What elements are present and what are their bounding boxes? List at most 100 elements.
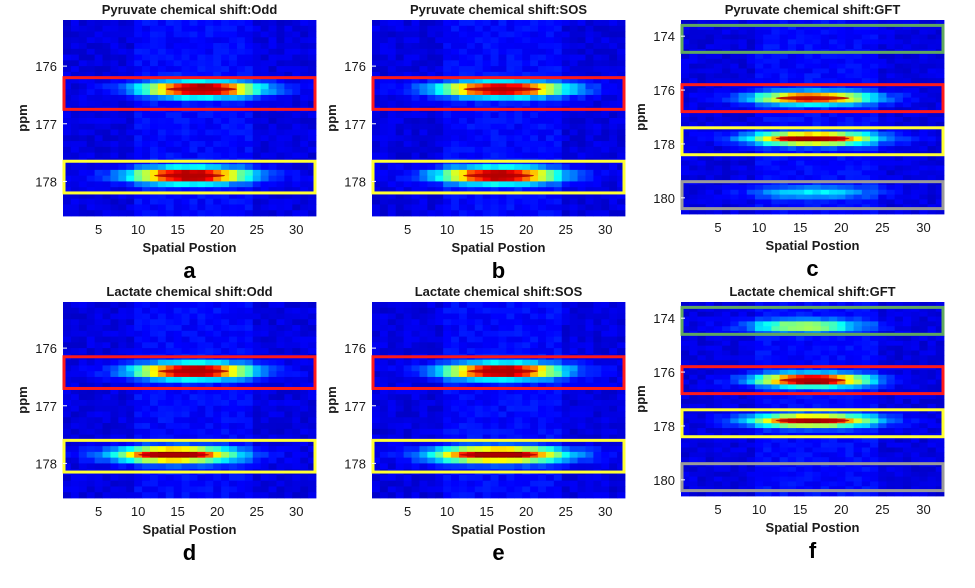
heatmap-cell xyxy=(403,359,412,366)
heatmap-cell xyxy=(730,194,739,200)
heatmap-cell xyxy=(70,129,80,136)
heatmap-cell xyxy=(213,348,222,355)
heatmap-cell xyxy=(561,164,571,171)
heatmap-cell xyxy=(617,94,626,102)
heatmap-cell xyxy=(569,20,578,27)
heatmap-cell xyxy=(94,175,103,182)
heatmap-cell xyxy=(157,307,167,314)
heatmap-cell xyxy=(63,451,72,459)
heatmap-cell xyxy=(763,141,772,147)
heatmap-cell xyxy=(451,31,460,38)
heatmap-cell xyxy=(681,170,690,176)
heatmap-cell xyxy=(260,164,269,171)
heatmap-cell xyxy=(308,77,317,84)
heatmap-cell xyxy=(78,342,88,349)
heatmap-cell xyxy=(861,184,871,191)
heatmap-cell xyxy=(927,204,937,210)
heatmap-cell xyxy=(530,325,539,332)
heatmap-cell xyxy=(853,87,863,94)
heatmap-cell xyxy=(197,100,206,107)
heatmap-cell xyxy=(86,382,96,389)
heatmap-cell xyxy=(173,83,182,90)
heatmap-cell xyxy=(754,117,764,123)
heatmap-cell xyxy=(308,359,317,366)
heatmap-cell xyxy=(189,198,198,205)
heatmap-cell xyxy=(919,141,928,147)
heatmap-cell xyxy=(771,24,781,31)
heatmap-cell xyxy=(236,417,246,424)
heatmap-cell xyxy=(181,25,190,32)
heatmap-cell xyxy=(927,97,937,103)
heatmap-cell xyxy=(118,94,127,102)
heatmap-cell xyxy=(229,60,238,67)
heatmap-cell xyxy=(754,189,764,195)
heatmap-cell xyxy=(911,204,920,210)
heatmap-cell xyxy=(268,141,277,148)
heatmap-cell xyxy=(845,189,854,195)
heatmap-cell xyxy=(609,164,618,171)
heatmap-cell xyxy=(561,71,571,79)
heatmap-cell xyxy=(746,165,756,171)
heatmap-cell xyxy=(221,198,230,205)
heatmap-cell xyxy=(78,376,88,384)
heatmap-cell xyxy=(419,325,428,332)
heatmap-cell xyxy=(181,77,190,84)
heatmap-cell xyxy=(252,405,262,412)
heatmap-cell xyxy=(308,330,317,337)
heatmap-cell xyxy=(697,20,707,26)
heatmap-cell xyxy=(443,94,452,102)
heatmap-cell xyxy=(538,342,547,349)
heatmap-cell xyxy=(372,359,381,366)
heatmap-cell xyxy=(173,94,182,102)
heatmap-cell xyxy=(927,29,937,35)
heatmap-cell xyxy=(466,66,476,73)
heatmap-cell xyxy=(754,209,764,215)
heatmap-cell xyxy=(236,20,246,27)
heatmap-cell xyxy=(411,83,420,90)
heatmap-cell xyxy=(86,405,96,412)
heatmap-cell xyxy=(820,189,830,195)
heatmap-cell xyxy=(474,307,484,314)
heatmap-cell xyxy=(260,486,269,493)
heatmap-cell xyxy=(379,198,389,205)
heatmap-cell xyxy=(157,112,167,119)
heatmap-cell xyxy=(78,434,88,441)
heatmap-cell xyxy=(205,457,214,464)
heatmap-cell xyxy=(70,428,80,435)
heatmap-cell xyxy=(713,136,723,142)
heatmap-cell xyxy=(779,39,789,45)
heatmap-cell xyxy=(779,146,789,152)
heatmap-cell xyxy=(149,66,159,73)
heatmap-cell xyxy=(609,25,618,32)
peak-core xyxy=(153,173,226,178)
heatmap-cell xyxy=(787,78,797,84)
heatmap-cell xyxy=(779,131,789,137)
heatmap-cell xyxy=(229,492,238,499)
heatmap-cell xyxy=(561,83,571,90)
heatmap-cell xyxy=(593,48,602,55)
heatmap-cell xyxy=(553,198,563,205)
heatmap-cell xyxy=(197,388,206,395)
heatmap-cell xyxy=(796,97,805,103)
heatmap-cell xyxy=(276,89,285,96)
heatmap-cell xyxy=(435,146,444,153)
heatmap-cell xyxy=(577,31,586,38)
heatmap-cell xyxy=(379,319,389,326)
heatmap-cell xyxy=(110,434,119,441)
heatmap-cell xyxy=(561,325,571,332)
heatmap-cell xyxy=(229,135,238,142)
heatmap-cell xyxy=(63,388,72,395)
y-tick-label: 176 xyxy=(35,341,57,356)
heatmap-cell xyxy=(919,209,928,215)
heatmap-cell xyxy=(403,25,412,32)
heatmap-cell xyxy=(276,359,285,366)
heatmap-cell xyxy=(689,146,698,152)
heatmap-cell xyxy=(419,302,428,309)
heatmap-cell xyxy=(197,192,206,200)
heatmap-cell xyxy=(601,66,610,73)
heatmap-cell xyxy=(387,192,397,200)
heatmap-cell xyxy=(102,25,111,32)
heatmap-cell xyxy=(189,348,198,355)
heatmap-cell xyxy=(837,92,846,98)
heatmap-cell xyxy=(236,123,246,130)
